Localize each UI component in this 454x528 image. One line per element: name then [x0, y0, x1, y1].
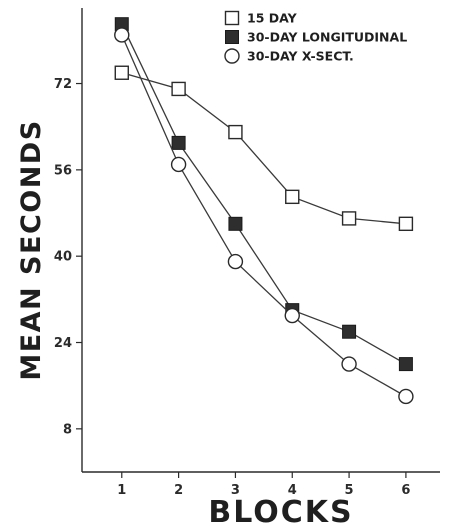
series-1: [114, 65, 414, 232]
x-tick-label: 1: [117, 483, 126, 498]
legend-item: 15 DAY: [224, 10, 298, 26]
legend-marker: [224, 48, 240, 64]
series-group: [114, 17, 414, 405]
x-tick-label: 3: [231, 483, 240, 498]
data-point: [170, 156, 187, 173]
series-line: [121, 23, 407, 365]
data-point: [171, 81, 186, 97]
data-point: [228, 124, 243, 140]
data-point: [341, 356, 357, 372]
legend-item: 30-DAY X-SECT.: [224, 48, 354, 64]
legend-marker: [225, 30, 239, 44]
x-tick-label: 5: [345, 483, 354, 498]
data-point: [285, 189, 300, 205]
series-3: [114, 27, 414, 405]
y-axis-title: MEAN SECONDS: [16, 119, 47, 380]
data-point: [228, 216, 243, 231]
y-tick-label: 24: [54, 336, 72, 351]
data-point: [342, 324, 357, 339]
y-tick-label: 8: [63, 422, 72, 437]
legend-label: 30-DAY LONGITUDINAL: [247, 30, 407, 45]
series-line: [121, 72, 406, 225]
y-tick-label: 40: [54, 250, 72, 265]
data-point: [398, 216, 414, 232]
data-point: [171, 135, 186, 150]
x-tick-label: 2: [174, 483, 183, 498]
legend-item: 30-DAY LONGITUDINAL: [225, 30, 407, 45]
y-tick-label: 72: [54, 77, 72, 92]
data-point: [341, 211, 357, 226]
data-point: [227, 253, 244, 270]
x-tick-label: 4: [288, 483, 297, 498]
series-line: [121, 34, 407, 398]
series-2: [114, 17, 413, 372]
data-point: [398, 357, 413, 372]
y-tick-label: 56: [54, 163, 72, 178]
legend: 15 DAY 30-DAY LONGITUDINAL 30-DAY X-SECT.: [224, 10, 407, 64]
legend-marker: [224, 10, 240, 26]
data-point: [398, 388, 414, 405]
legend-label: 30-DAY X-SECT.: [247, 49, 354, 64]
data-point: [284, 307, 300, 324]
legend-label: 15 DAY: [247, 11, 298, 26]
x-tick-label: 6: [401, 483, 410, 498]
data-point: [114, 27, 130, 43]
x-axis-title: BLOCKS: [208, 495, 353, 528]
data-point: [114, 65, 129, 80]
